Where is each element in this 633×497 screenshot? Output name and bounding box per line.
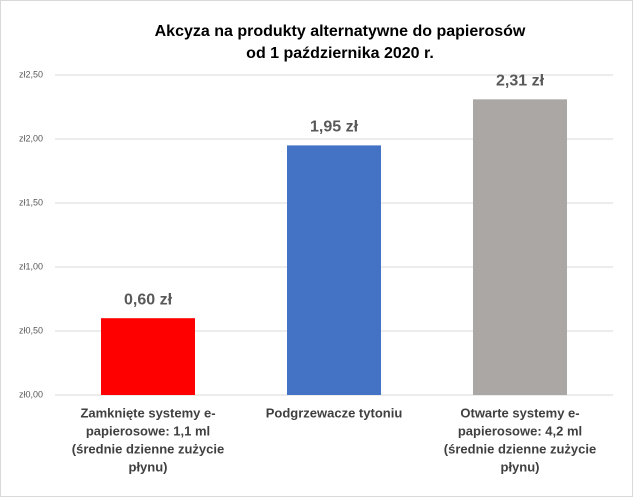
y-tick-label: zł2,00 (19, 133, 43, 143)
y-tick-label: zł2,50 (19, 69, 43, 79)
bar (287, 145, 381, 395)
x-tick-label: Podgrzewacze tytoniu (266, 405, 403, 420)
x-tick-label: płynu) (501, 459, 540, 474)
x-tick-label: papierosowe: 1,1 ml (86, 423, 210, 438)
x-tick-label: płynu) (129, 459, 168, 474)
x-tick-label: papierosowe: 4,2 ml (458, 423, 582, 438)
y-tick-label: zł0,50 (19, 325, 43, 335)
bar (101, 318, 195, 395)
bar (473, 99, 567, 395)
x-tick-label: (średnie dzienne zużycie (72, 441, 224, 456)
x-tick-label: Zamknięte systemy e- (80, 405, 215, 420)
y-tick-label: zł1,00 (19, 261, 43, 271)
x-tick-label: (średnie dzienne zużycie (444, 441, 596, 456)
y-tick-label: zł1,50 (19, 197, 43, 207)
y-tick-label: zł0,00 (19, 389, 43, 399)
chart-title: od 1 października 2020 r. (246, 45, 434, 62)
value-label: 1,95 zł (310, 119, 359, 136)
x-tick-label: Otwarte systemy e- (460, 405, 579, 420)
chart-title: Akcyza na produkty alternatywne do papie… (155, 23, 526, 40)
value-label: 2,31 zł (496, 73, 545, 90)
value-label: 0,60 zł (124, 291, 173, 308)
